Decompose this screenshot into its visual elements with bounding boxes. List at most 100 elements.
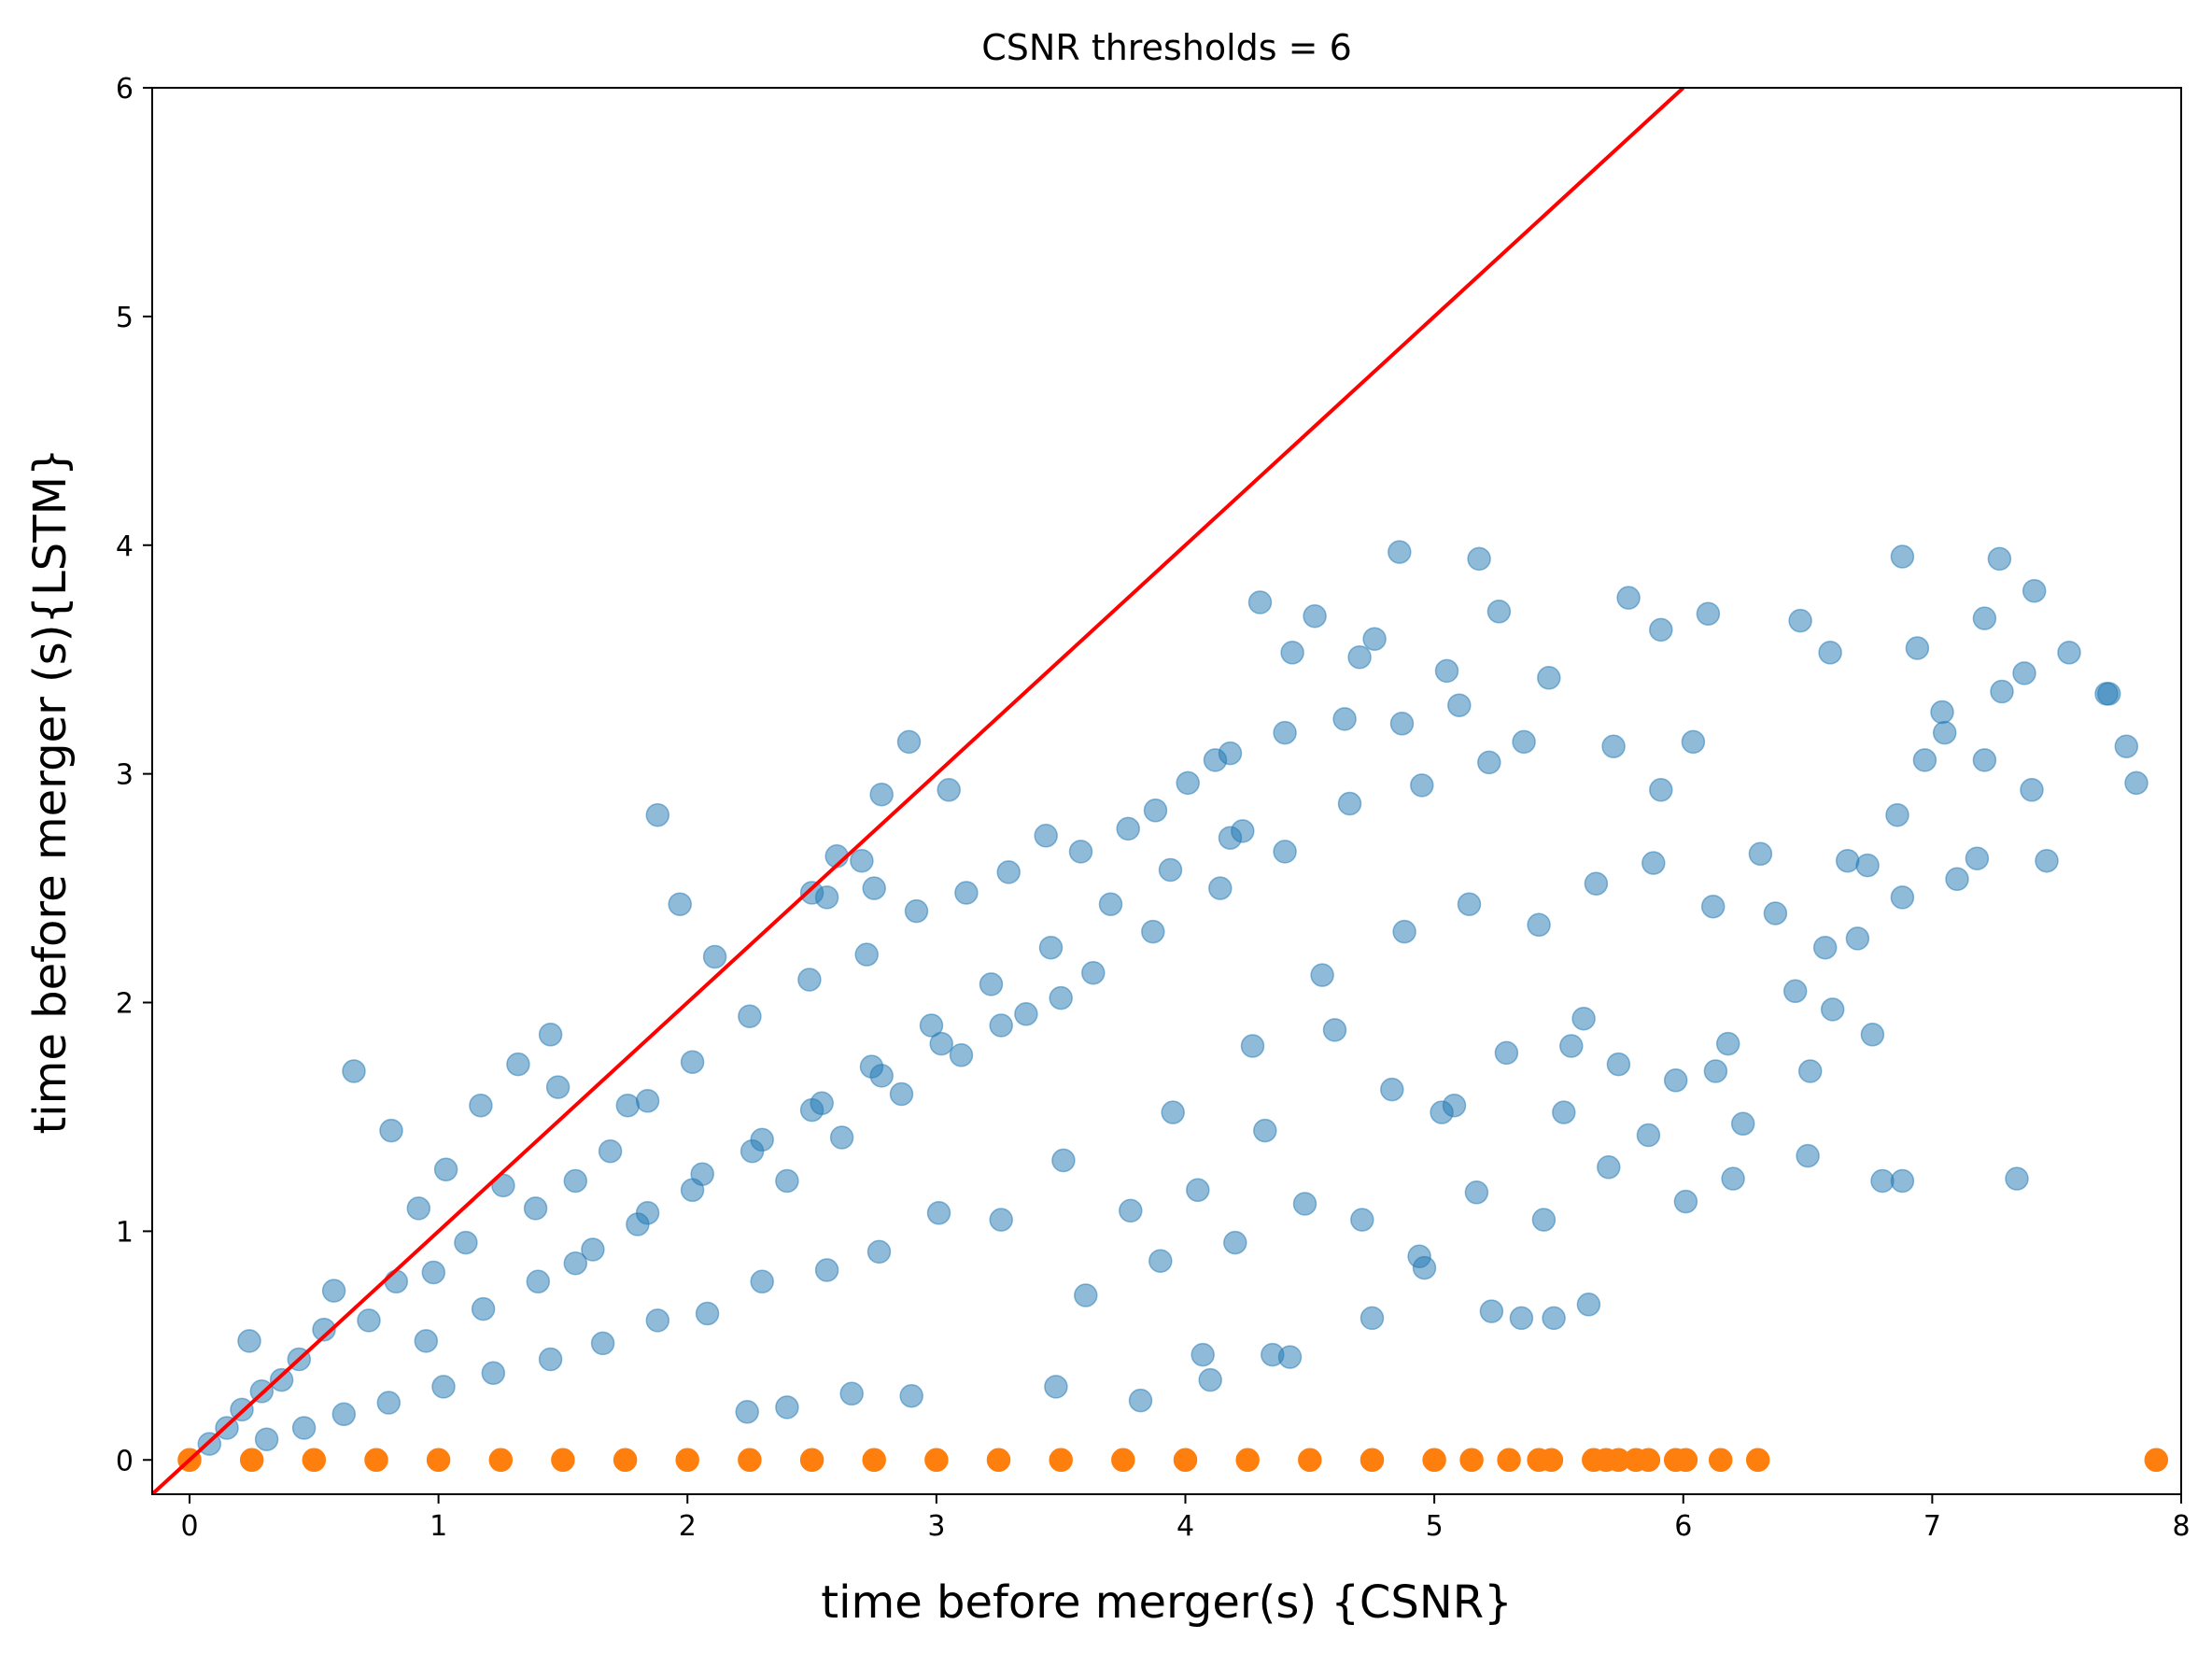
data-point — [1571, 1006, 1596, 1031]
data-point — [1512, 729, 1536, 755]
data-point — [929, 1031, 953, 1056]
data-point — [1636, 1448, 1661, 1473]
data-point — [563, 1250, 588, 1276]
data-point — [850, 848, 874, 873]
data-point — [1486, 600, 1512, 624]
data-point — [829, 1125, 854, 1150]
data-point — [919, 1013, 944, 1038]
data-point — [469, 1093, 493, 1118]
data-point — [2144, 1448, 2169, 1473]
data-point — [750, 1127, 774, 1152]
data-point — [1158, 857, 1183, 883]
data-point — [615, 1093, 641, 1118]
data-point — [1310, 963, 1334, 987]
data-point — [1987, 546, 2012, 572]
data-point — [1930, 699, 1954, 725]
data-point — [738, 1448, 762, 1473]
data-point — [675, 1448, 699, 1473]
data-point — [2114, 734, 2139, 758]
data-point — [866, 1239, 892, 1264]
x-tick-label: 8 — [2172, 1510, 2190, 1543]
data-point — [1068, 840, 1093, 864]
data-point — [1303, 603, 1327, 629]
data-point — [2020, 778, 2044, 802]
data-point — [1673, 1189, 1698, 1214]
data-point — [1788, 608, 1812, 633]
data-point — [1552, 1100, 1576, 1124]
data-point — [1539, 1448, 1564, 1473]
y-tick-label: 2 — [116, 988, 134, 1021]
data-point — [810, 1091, 834, 1116]
data-point — [1597, 1155, 1621, 1180]
data-point — [1141, 919, 1165, 944]
data-point — [750, 1269, 774, 1294]
data-point — [979, 972, 1004, 996]
data-point — [869, 782, 894, 807]
data-point — [1292, 1192, 1317, 1216]
data-point — [1616, 586, 1641, 610]
data-point — [471, 1296, 496, 1321]
data-point — [1280, 641, 1304, 665]
data-point — [331, 1402, 357, 1427]
data-point — [1392, 919, 1416, 944]
data-point — [1796, 1143, 1820, 1168]
data-point — [1362, 627, 1387, 651]
data-point — [1198, 1367, 1222, 1392]
data-point — [1890, 1168, 1915, 1194]
data-point — [1218, 826, 1243, 850]
x-tick-label: 3 — [927, 1510, 945, 1543]
data-point — [702, 944, 727, 969]
data-point — [2012, 661, 2036, 685]
data-point — [1649, 617, 1673, 643]
data-point — [1820, 997, 1845, 1022]
data-point — [954, 881, 979, 905]
plot-frame — [151, 87, 2182, 1495]
data-point — [1098, 892, 1123, 916]
data-point — [1531, 1208, 1557, 1232]
data-point — [1218, 741, 1243, 766]
data-point — [291, 1416, 317, 1440]
data-point — [1223, 1230, 1247, 1255]
data-point — [1422, 1448, 1446, 1473]
data-point — [986, 1448, 1011, 1473]
data-point — [1576, 1293, 1601, 1317]
data-point — [1389, 712, 1415, 736]
data-point — [1148, 1249, 1173, 1273]
data-point — [989, 1013, 1013, 1038]
data-point — [342, 1059, 366, 1083]
data-point — [1034, 824, 1058, 848]
data-point — [1890, 544, 1915, 569]
data-point — [854, 942, 879, 967]
data-point — [1606, 1052, 1631, 1077]
data-point — [1681, 729, 1706, 755]
data-point — [1322, 1018, 1347, 1042]
data-point — [523, 1196, 548, 1221]
data-point — [364, 1448, 388, 1473]
data-point — [1703, 1059, 1728, 1083]
data-point — [814, 885, 839, 910]
y-tick-label: 6 — [116, 73, 134, 106]
x-tick-label: 2 — [679, 1510, 697, 1543]
data-point — [406, 1196, 431, 1221]
data-point — [668, 892, 692, 916]
data-point — [814, 1258, 839, 1282]
data-point — [1261, 1342, 1285, 1367]
data-point — [2035, 848, 2059, 873]
data-point — [1965, 846, 1990, 870]
data-point — [1870, 1168, 1895, 1194]
data-point — [799, 1448, 824, 1473]
data-point — [454, 1230, 478, 1255]
data-point — [551, 1448, 575, 1473]
data-point — [775, 1168, 799, 1194]
data-point — [1388, 540, 1412, 564]
x-tick-label: 6 — [1674, 1510, 1692, 1543]
data-point — [357, 1308, 381, 1333]
data-point — [1845, 926, 1870, 951]
data-point — [949, 1043, 974, 1067]
data-point — [1111, 1448, 1135, 1473]
data-point — [1273, 840, 1297, 864]
data-point — [926, 1201, 951, 1225]
data-point — [1782, 979, 1808, 1004]
data-point — [1337, 791, 1362, 816]
